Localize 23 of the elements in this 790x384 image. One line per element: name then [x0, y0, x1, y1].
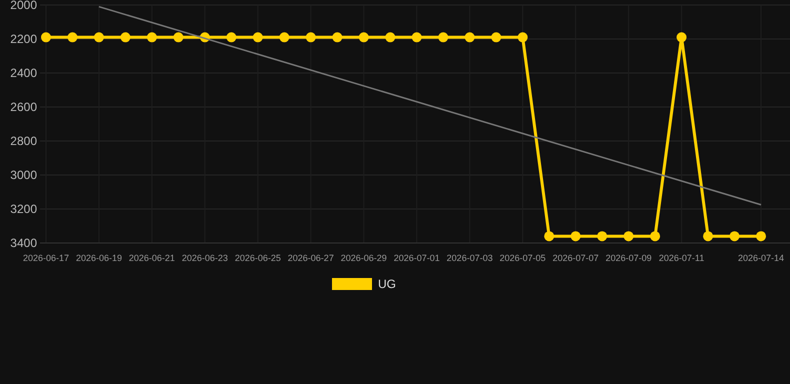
x-tick-label: 2026-07-11: [658, 253, 704, 263]
x-tick-label: 2026-06-17: [22, 253, 70, 263]
y-tick-label: 3000: [10, 168, 38, 182]
x-tick-label: 2026-07-01: [394, 253, 440, 263]
x-tick-label: 2026-07-14: [738, 253, 784, 263]
x-tick-label: 2026-07-07: [552, 253, 599, 263]
x-tick-label: 2026-06-25: [234, 253, 281, 263]
x-tick-label: 2026-06-19: [76, 253, 122, 263]
y-tick-label: 2600: [10, 100, 38, 114]
x-tick-label: 2026-06-21: [128, 253, 175, 263]
x-tick-label: 2026-07-05: [500, 253, 546, 263]
x-tick-label: 2026-07-09: [606, 253, 652, 263]
y-tick-label: 2200: [10, 32, 38, 46]
x-tick-label: 2026-06-23: [182, 253, 228, 263]
y-tick-label: 2400: [10, 66, 38, 80]
legend-label: UG: [378, 277, 396, 292]
y-tick-label: 3400: [10, 236, 38, 250]
x-tick-label: 2026-06-29: [340, 253, 387, 263]
x-tick-label: 2026-07-03: [446, 253, 493, 263]
y-tick-label: 2000: [10, 0, 38, 12]
y-tick-label: 3200: [10, 202, 38, 216]
x-tick-label: 2026-06-27: [288, 253, 334, 263]
y-tick-label: 2800: [10, 134, 38, 148]
